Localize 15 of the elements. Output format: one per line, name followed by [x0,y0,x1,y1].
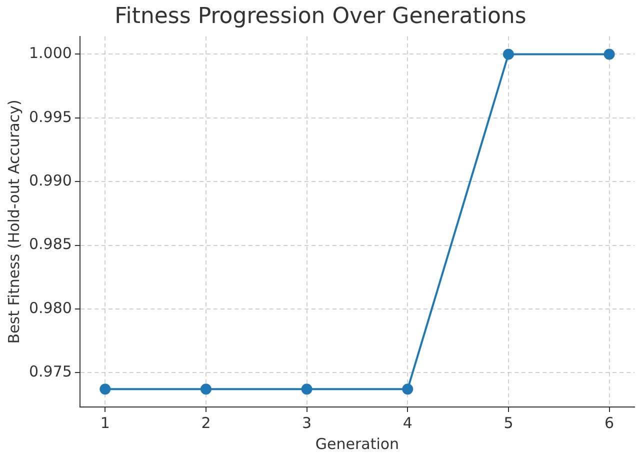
x-axis-title: Generation [315,434,400,453]
y-tick-label: 1.000 [28,44,72,62]
x-tick-label: 4 [402,414,412,432]
x-tick-label: 2 [201,414,211,432]
x-tick-label: 3 [302,414,312,432]
y-tick-label: 0.985 [28,235,72,254]
x-tick-label: 6 [604,414,614,432]
y-tick-label: 0.975 [28,362,72,381]
y-tick-label: 0.995 [28,108,72,126]
x-tick-label: 5 [504,414,514,432]
y-axis-title: Best Fitness (Hold-out Accuracy) [4,100,23,344]
x-tick-label: 1 [100,414,110,432]
y-tick-label: 0.990 [28,171,72,190]
chart-title: Fitness Progression Over Generations [114,4,526,29]
y-tick-label: 0.980 [28,298,72,317]
